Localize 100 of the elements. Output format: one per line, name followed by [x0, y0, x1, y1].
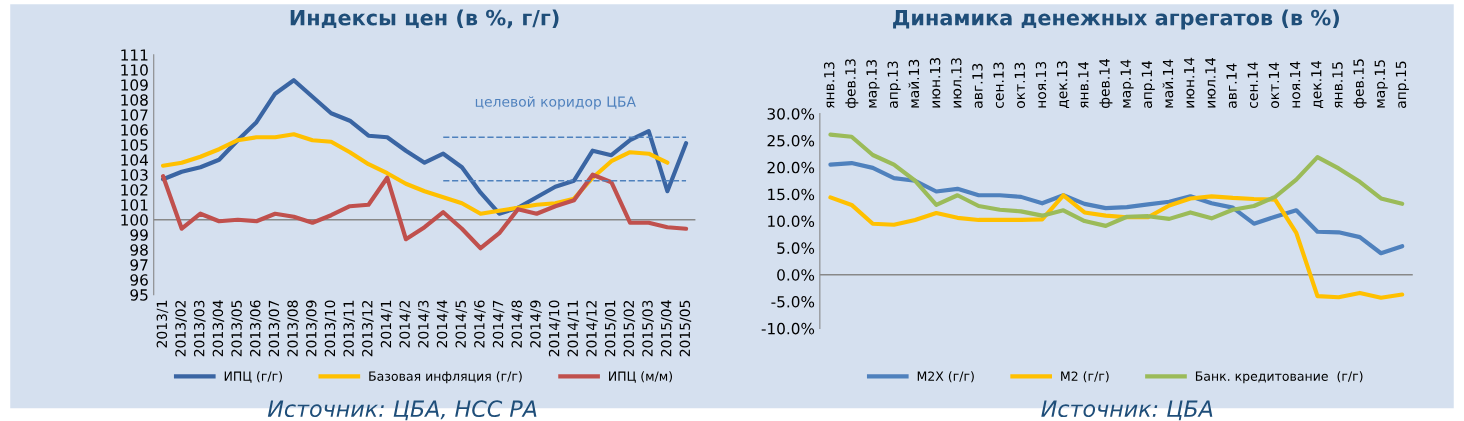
- line-series: [828, 193, 1405, 300]
- x-tick-label: ноя.14: [1290, 61, 1301, 108]
- x-tick-label: май.14: [1162, 59, 1174, 108]
- y-tick-label: 20.0%: [767, 161, 815, 174]
- x-tick-label: 2014/1: [380, 300, 393, 348]
- x-tick-label: 2014/12: [586, 300, 598, 357]
- x-tick-label: 2014/9: [530, 300, 542, 348]
- x-tick-label: 2014/4: [436, 300, 449, 348]
- y-tick-label: 109: [121, 79, 148, 91]
- x-tick-label: янв.13: [823, 62, 835, 109]
- x-tick-label: фев.13: [845, 59, 859, 109]
- line-series: [828, 160, 1405, 256]
- y-tick-label: 108: [121, 94, 148, 106]
- chart-title: Индексы цен (в %, г/г): [290, 9, 559, 29]
- y-tick-label: 15.0%: [768, 188, 815, 201]
- y-tick-label: 101: [121, 199, 148, 211]
- x-tick-label: фев.15: [1353, 59, 1367, 109]
- x-tick-label: 2013/05: [231, 300, 243, 357]
- y-tick-label: 104: [121, 154, 148, 166]
- x-tick-label: мар.13: [866, 60, 880, 108]
- x-tick-label: авг.14: [1226, 63, 1237, 108]
- y-tick-label: 111: [121, 49, 148, 61]
- x-tick-label: 2014/7: [492, 300, 505, 348]
- y-tick-label: 103: [121, 169, 148, 181]
- x-tick-label: июл.13: [951, 58, 962, 108]
- line-series: [828, 132, 1405, 228]
- y-tick-label: 10.0%: [768, 215, 815, 228]
- x-tick-label: июл.14: [1205, 57, 1216, 108]
- x-tick-label: сен.13: [993, 62, 1004, 109]
- y-tick-label: 106: [121, 124, 148, 136]
- y-tick-label: 95: [130, 289, 148, 301]
- y-tick-label: 98: [130, 244, 148, 256]
- x-tick-label: мар.14: [1120, 59, 1134, 108]
- line-series: [160, 78, 689, 216]
- x-tick-label: 2015/01: [604, 300, 617, 357]
- x-tick-label: 2013/1: [156, 300, 169, 348]
- x-tick-label: 2013/12: [362, 300, 374, 357]
- y-tick-label: 105: [121, 139, 148, 151]
- x-tick-label: дек.13: [1056, 61, 1070, 109]
- x-tick-label: 2015/03: [642, 300, 654, 357]
- x-tick-label: апр.14: [1141, 61, 1155, 108]
- x-tick-label: 2014/10: [548, 300, 561, 357]
- legend-label: M2X (г/г): [917, 371, 974, 383]
- x-tick-label: 2013/03: [193, 300, 206, 357]
- x-tick-label: 2013/10: [324, 300, 337, 357]
- legend-label: ИПЦ (г/г): [224, 371, 282, 383]
- y-tick-label: 96: [130, 274, 148, 286]
- x-tick-label: 2015/05: [679, 300, 692, 357]
- x-tick-label: 2013/09: [306, 300, 318, 357]
- y-tick-label: 107: [121, 109, 148, 121]
- x-tick-label: 2015/04: [660, 300, 673, 357]
- x-tick-label: дек.14: [1311, 60, 1324, 109]
- y-tick-label: 25.0%: [767, 134, 815, 147]
- x-tick-label: 2014/2: [399, 300, 411, 348]
- legend-label: ИПЦ (м/м): [609, 371, 673, 383]
- x-tick-label: июн.13: [929, 58, 941, 108]
- x-tick-label: 2013/06: [249, 300, 262, 357]
- x-tick-label: янв.14: [1078, 61, 1089, 109]
- x-tick-label: апр.13: [887, 61, 901, 108]
- x-tick-label: 2013/04: [212, 300, 225, 357]
- legend-label: Банк. кредитование (г/г): [1195, 371, 1363, 384]
- x-tick-label: 2013/08: [287, 300, 299, 357]
- y-tick-label: 100: [121, 214, 148, 226]
- text: Источник: ЦБА: [1041, 400, 1213, 421]
- chart-title: Динамика денежных агрегатов (в %): [893, 9, 1339, 30]
- y-tick-label: 97: [130, 259, 148, 271]
- line-series: [160, 132, 670, 216]
- y-tick-label: 110: [121, 64, 148, 76]
- x-tick-label: 2013/11: [343, 300, 355, 357]
- x-tick-label: май.13: [908, 59, 920, 108]
- x-tick-label: июн.14: [1184, 57, 1195, 108]
- x-tick-label: янв.15: [1332, 62, 1343, 109]
- x-tick-label: 2014/6: [474, 300, 486, 348]
- x-tick-label: фев.14: [1099, 58, 1113, 109]
- x-tick-label: 2013/07: [268, 300, 281, 357]
- text: Источник: ЦБА, НСС РА: [267, 400, 537, 421]
- x-tick-label: 2013/02: [175, 300, 187, 357]
- y-tick-label: -10.0%: [761, 322, 815, 335]
- y-tick-label: 99: [130, 229, 148, 241]
- x-tick-label: 2014/11: [567, 300, 580, 357]
- x-tick-label: окт.14: [1268, 62, 1280, 109]
- x-tick-label: апр.15: [1395, 61, 1409, 108]
- x-tick-label: 2015/02: [623, 300, 636, 357]
- x-tick-label: окт.13: [1014, 62, 1026, 109]
- x-tick-label: ноя.13: [1035, 61, 1047, 108]
- x-tick-label: мар.15: [1374, 60, 1388, 108]
- legend-label: M2 (г/г): [1061, 371, 1109, 383]
- y-tick-label: -5.0%: [771, 296, 815, 308]
- x-tick-label: 2014/3: [418, 300, 430, 348]
- x-tick-label: 2014/5: [455, 300, 468, 348]
- line-series: [160, 172, 689, 251]
- y-tick-label: 5.0%: [777, 242, 815, 254]
- x-tick-label: 2014/8: [511, 300, 524, 348]
- y-tick-label: 30.0%: [767, 108, 815, 120]
- annotation: целевой коридор ЦБА: [475, 96, 636, 110]
- legend-label: Базовая инфляция (г/г): [369, 371, 522, 384]
- y-tick-label: 102: [121, 184, 148, 196]
- y-tick-label: 0.0%: [777, 269, 815, 281]
- x-tick-label: сен.14: [1247, 62, 1258, 109]
- x-tick-label: авг.13: [972, 63, 983, 108]
